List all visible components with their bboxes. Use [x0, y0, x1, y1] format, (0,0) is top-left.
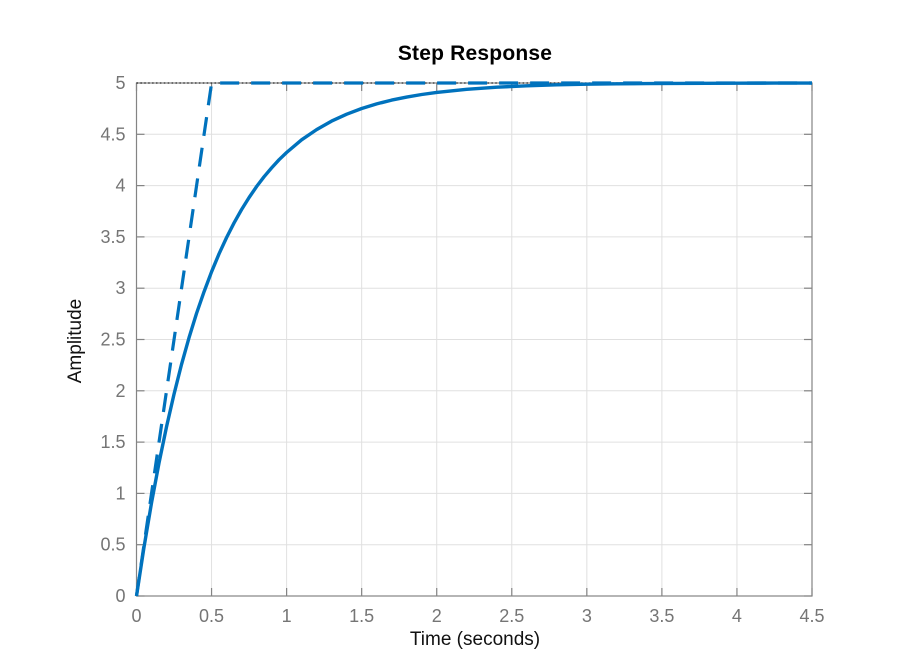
- y-tick-label: 2.5: [100, 330, 125, 350]
- chart-title: Step Response: [397, 42, 553, 65]
- y-tick-label: 4: [115, 176, 125, 196]
- x-tick-label: 2.5: [499, 606, 524, 626]
- y-tick-label: 1: [115, 483, 125, 503]
- x-axis-label: Time (seconds): [409, 629, 541, 650]
- x-tick-label: 3: [582, 606, 592, 626]
- y-tick-label: 4.5: [100, 124, 125, 144]
- x-tick-label: 1: [282, 606, 292, 626]
- y-tick-label: 2: [115, 381, 125, 401]
- x-tick-label: 2: [432, 606, 442, 626]
- y-tick-label: 0: [115, 586, 125, 606]
- x-tick-label: 1.5: [349, 606, 374, 626]
- y-tick-label: 1.5: [100, 432, 125, 452]
- y-axis-label: Amplitude: [65, 298, 86, 384]
- step-response-curve: [134, 81, 812, 597]
- y-tick-label: 3.5: [100, 227, 125, 247]
- x-tick-label: 0.5: [199, 606, 224, 626]
- x-tick-label: 3.5: [649, 606, 674, 626]
- y-tick-label: 3: [115, 278, 125, 298]
- x-tick-label: 4: [732, 606, 742, 626]
- tangent-ramp-curve: [134, 81, 812, 597]
- x-tick-label: 0: [131, 606, 141, 626]
- y-tick-label: 5: [115, 73, 125, 93]
- x-tick-label: 4.5: [799, 606, 824, 626]
- y-tick-label: 0.5: [100, 535, 125, 555]
